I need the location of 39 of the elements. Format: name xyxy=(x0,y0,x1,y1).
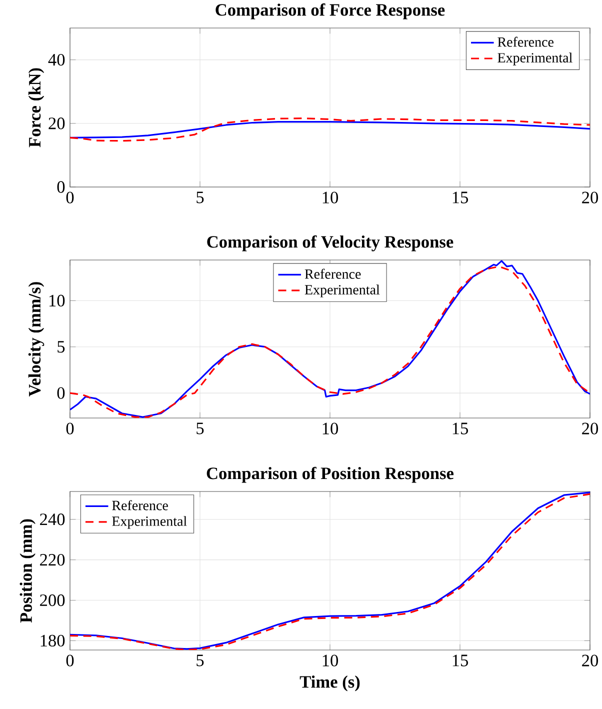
y-tick-label: 0 xyxy=(57,181,65,193)
x-tick-label: 10 xyxy=(322,422,338,434)
legend-label: Experimental xyxy=(304,284,380,298)
x-tick-label: 15 xyxy=(452,192,468,204)
legend-label: Reference xyxy=(112,500,168,510)
x-tick-label: 0 xyxy=(66,192,74,204)
x-tick-label: 20 xyxy=(582,192,598,204)
x-tick-label: 20 xyxy=(582,654,598,666)
x-tick-label: 0 xyxy=(66,654,74,666)
y-tick-label: 240 xyxy=(40,514,65,526)
y-tick-label: 5 xyxy=(58,341,65,353)
x-tick-label: 10 xyxy=(322,192,338,204)
y-axis-title: Force (kN) xyxy=(28,68,44,148)
x-tick-label: 0 xyxy=(66,422,74,434)
chart-title: Comparison of Force Response xyxy=(216,3,445,20)
chart-title: Comparison of Position Response xyxy=(206,466,454,483)
x-tick-label: 20 xyxy=(582,422,598,434)
x-tick-label: 10 xyxy=(322,654,338,666)
y-axis-title: Position (mm) xyxy=(20,519,36,623)
x-tick-label: 5 xyxy=(196,422,204,434)
line-series xyxy=(70,118,590,142)
y-axis-title: Velocity (mm/s) xyxy=(28,282,44,396)
y-tick-label: 200 xyxy=(40,594,65,606)
legend-label: Reference xyxy=(498,36,554,47)
y-tick-label: 180 xyxy=(40,634,65,647)
x-tick-label: 5 xyxy=(196,192,204,204)
y-tick-label: 10 xyxy=(49,294,65,306)
y-tick-label: 20 xyxy=(48,118,65,130)
legend-label: Experimental xyxy=(498,52,572,66)
y-tick-label: 40 xyxy=(48,54,65,66)
chart-title: Comparison of Velocity Response xyxy=(207,235,454,252)
legend-label: Reference xyxy=(304,268,361,279)
y-tick-label: 0 xyxy=(57,387,65,399)
x-tick-label: 5 xyxy=(196,654,204,666)
x-tick-label: 15 xyxy=(452,422,468,434)
x-tick-label: 15 xyxy=(452,654,468,666)
legend-label: Experimental xyxy=(112,516,187,529)
y-tick-label: 220 xyxy=(40,554,65,566)
x-axis-title: Time (s) xyxy=(300,676,360,692)
